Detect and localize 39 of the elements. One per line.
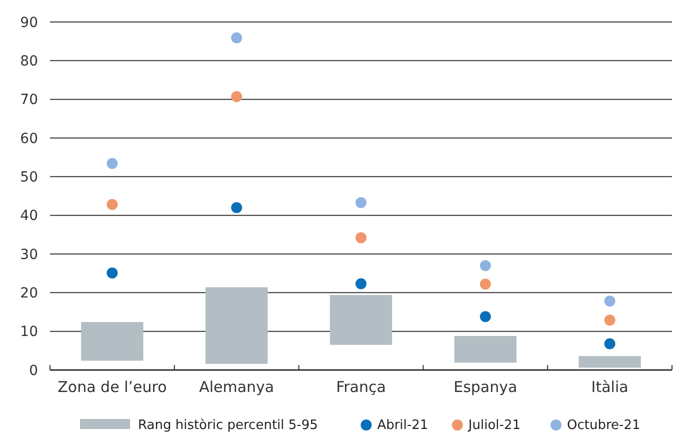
point xyxy=(231,91,242,102)
legend-label: Octubre-21 xyxy=(567,418,640,433)
y-tick-label: 90 xyxy=(20,14,38,31)
point xyxy=(356,197,366,208)
y-tick-label: 80 xyxy=(20,54,38,70)
x-tick-label: Itàlia xyxy=(591,378,628,396)
point xyxy=(480,260,491,272)
x-tick-label: Espanya xyxy=(454,378,518,396)
bar xyxy=(578,356,641,368)
y-tick-label: 40 xyxy=(20,208,38,224)
point xyxy=(480,311,491,322)
x-tick-label: Zona de l’euro xyxy=(58,378,167,396)
point xyxy=(480,278,491,290)
legend-label: Juliol-21 xyxy=(467,418,521,433)
x-tick-label: Alemanya xyxy=(199,378,274,396)
bar xyxy=(454,336,516,363)
y-tick-label: 30 xyxy=(20,246,38,263)
bar xyxy=(206,287,268,364)
y-tick-label: 70 xyxy=(20,92,38,108)
point xyxy=(106,158,118,170)
y-tick-label: 0 xyxy=(29,362,38,379)
legend-label: Rang històric percentil 5-95 xyxy=(138,418,318,433)
y-tick-label: 10 xyxy=(20,324,38,340)
y-tick-label: 50 xyxy=(20,170,38,186)
y-tick-label: 60 xyxy=(20,130,38,147)
y-tick-label: 20 xyxy=(20,286,38,302)
legend-label: Abril-21 xyxy=(377,418,428,433)
point xyxy=(106,199,118,210)
x-tick-label: França xyxy=(336,378,386,396)
point xyxy=(356,278,366,290)
point xyxy=(604,296,616,307)
point xyxy=(106,267,118,278)
point xyxy=(604,314,616,326)
bar xyxy=(81,322,144,361)
bar xyxy=(330,294,392,345)
point xyxy=(231,202,242,214)
point xyxy=(356,232,366,244)
point xyxy=(604,338,616,350)
point xyxy=(231,32,242,44)
